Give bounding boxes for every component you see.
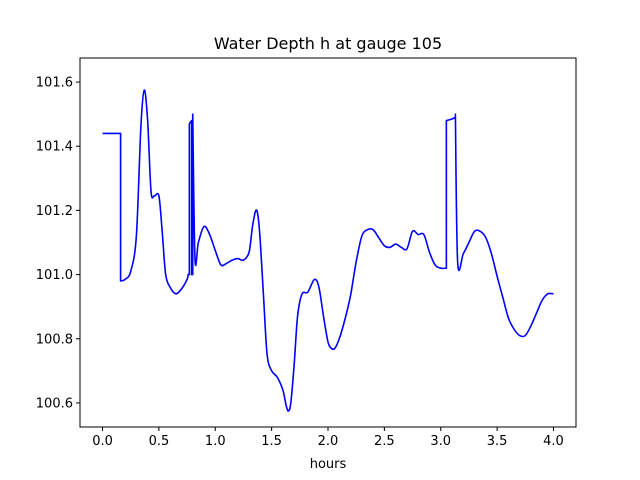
y-tick-label: 101.4 — [36, 140, 73, 155]
x-tick-label: 3.5 — [487, 434, 508, 449]
x-tick-label: 1.5 — [261, 434, 282, 449]
y-tick-label: 101.2 — [36, 204, 73, 219]
x-tick-label: 2.5 — [374, 434, 395, 449]
y-tick-label: 101.0 — [36, 268, 73, 283]
y-tick-label: 100.8 — [36, 332, 73, 347]
x-tick-label: 0.5 — [149, 434, 170, 449]
series-line — [102, 89, 554, 412]
x-tick-label: 0.0 — [92, 434, 113, 449]
chart-title: Water Depth h at gauge 105 — [214, 34, 442, 53]
x-tick-label: 4.0 — [543, 434, 564, 449]
x-axis-ticks: 0.0 0.5 1.0 1.5 2.0 2.5 3.0 3.5 4.0 — [92, 427, 564, 449]
x-tick-label: 2.0 — [318, 434, 339, 449]
x-tick-label: 3.0 — [430, 434, 451, 449]
y-tick-label: 101.6 — [36, 76, 73, 91]
y-tick-label: 100.6 — [36, 396, 73, 411]
x-tick-label: 1.0 — [205, 434, 226, 449]
series-layer — [102, 89, 554, 412]
y-axis-ticks: 100.6 100.8 101.0 101.2 101.4 101.6 — [36, 76, 80, 411]
x-axis-label: hours — [310, 457, 347, 472]
